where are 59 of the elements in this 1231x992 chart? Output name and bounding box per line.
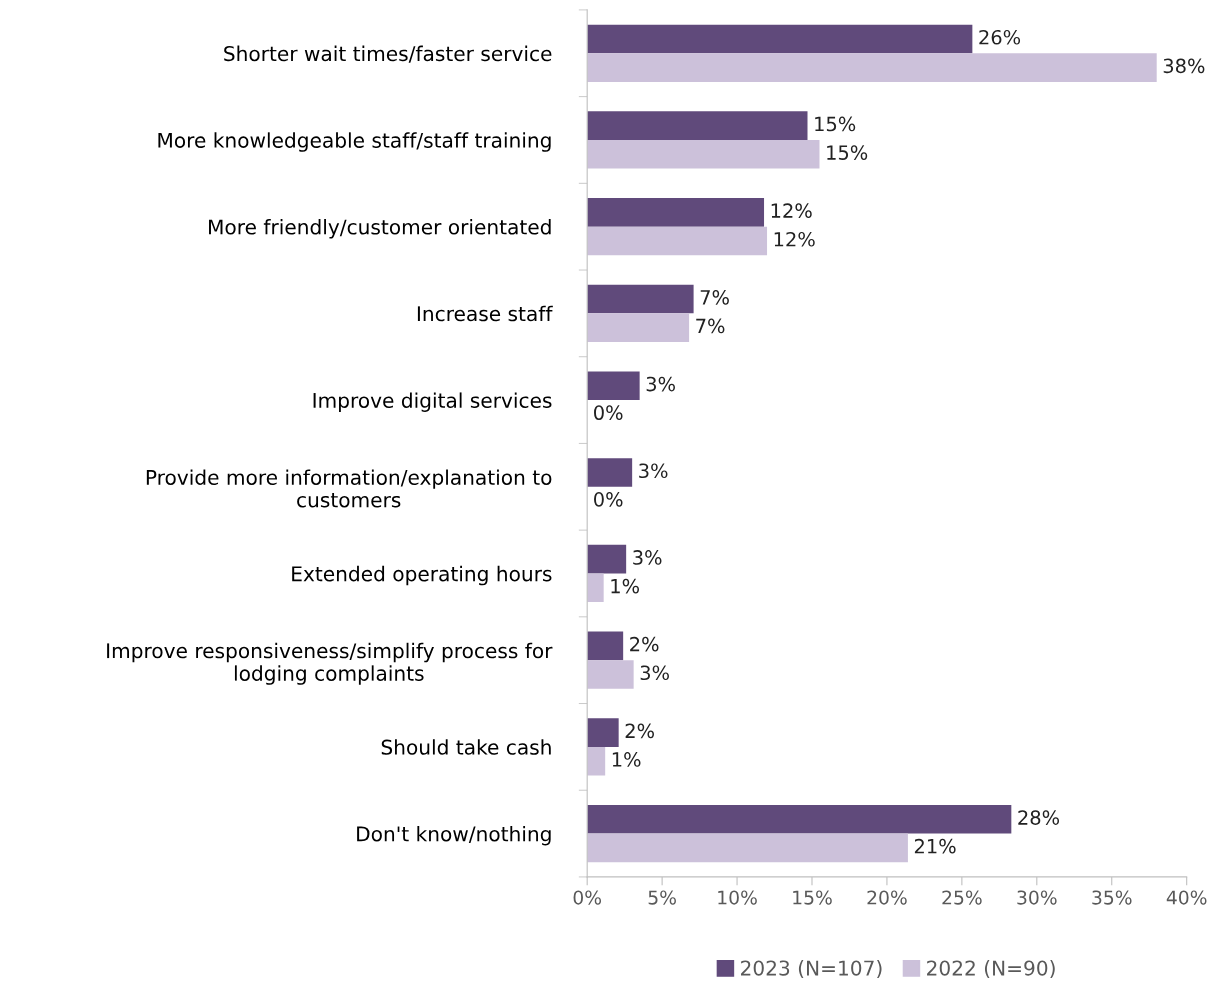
y-tick-label: More knowledgeable staff/staff training bbox=[158, 132, 551, 152]
data-label: 15% bbox=[815, 116, 856, 132]
x-tick-label: 25% bbox=[942, 890, 982, 905]
x-tick-label: 5% bbox=[648, 890, 676, 905]
x-tick-label: 10% bbox=[718, 890, 757, 905]
bar bbox=[587, 284, 694, 314]
data-label: 21% bbox=[914, 838, 956, 854]
y-tick-label: More friendly/customer orientated bbox=[209, 219, 551, 239]
bar bbox=[587, 746, 606, 776]
data-label: 3% bbox=[633, 550, 662, 565]
data-label: 28% bbox=[1018, 810, 1060, 825]
bar bbox=[587, 313, 690, 342]
data-label: 7% bbox=[696, 318, 725, 334]
bar bbox=[587, 631, 624, 661]
bar bbox=[587, 833, 908, 863]
data-label: 2% bbox=[625, 723, 654, 739]
bar bbox=[587, 573, 604, 603]
y-tick-label: Improve responsiveness/simplify process for lodging complaints bbox=[107, 642, 553, 685]
data-label: 3% bbox=[639, 463, 668, 479]
x-tick-label: 15% bbox=[793, 890, 832, 905]
y-tick-label: Extended operating hours bbox=[292, 565, 552, 586]
x-tick-label: 0% bbox=[573, 890, 602, 905]
bar bbox=[587, 804, 1012, 834]
data-label: 15% bbox=[827, 145, 868, 160]
bar bbox=[587, 458, 633, 487]
data-label: 3% bbox=[640, 665, 669, 681]
y-tick-label: Increase staff bbox=[417, 305, 553, 322]
data-label: 0% bbox=[594, 405, 623, 421]
y-tick-label: Don't know/nothing bbox=[357, 825, 551, 846]
x-tick-label: 30% bbox=[1017, 890, 1057, 905]
data-label: 3% bbox=[646, 376, 675, 392]
y-tick-label: Provide more information/explanation to customers bbox=[146, 469, 552, 508]
data-label: 2% bbox=[630, 636, 659, 652]
bar bbox=[587, 371, 640, 401]
legend-label: 2023 (N=107) bbox=[741, 960, 882, 979]
data-label: 26% bbox=[979, 29, 1021, 45]
data-label: 12% bbox=[771, 203, 812, 219]
bar bbox=[587, 718, 619, 747]
data-label: 38% bbox=[1163, 58, 1205, 74]
y-tick-label: Shorter wait times/faster service bbox=[224, 45, 552, 63]
data-label: 7% bbox=[700, 290, 729, 305]
bar bbox=[587, 198, 765, 227]
bar bbox=[587, 544, 627, 574]
bar bbox=[587, 53, 1157, 82]
bar bbox=[587, 139, 820, 169]
bar bbox=[587, 226, 768, 256]
y-tick-label: Should take cash bbox=[381, 739, 551, 755]
data-label: 12% bbox=[774, 231, 815, 247]
data-label: 1% bbox=[612, 752, 641, 767]
data-label: 0% bbox=[594, 492, 623, 507]
bar bbox=[587, 660, 634, 689]
bar bbox=[587, 111, 808, 140]
legend-label: 2022 (N=90) bbox=[927, 960, 1055, 979]
x-tick-label: 35% bbox=[1092, 890, 1132, 905]
data-label: 1% bbox=[611, 578, 639, 594]
x-tick-label: 20% bbox=[867, 890, 907, 905]
bar bbox=[587, 24, 973, 54]
y-tick-label: Improve digital services bbox=[313, 392, 552, 412]
x-tick-label: 40% bbox=[1166, 890, 1207, 905]
